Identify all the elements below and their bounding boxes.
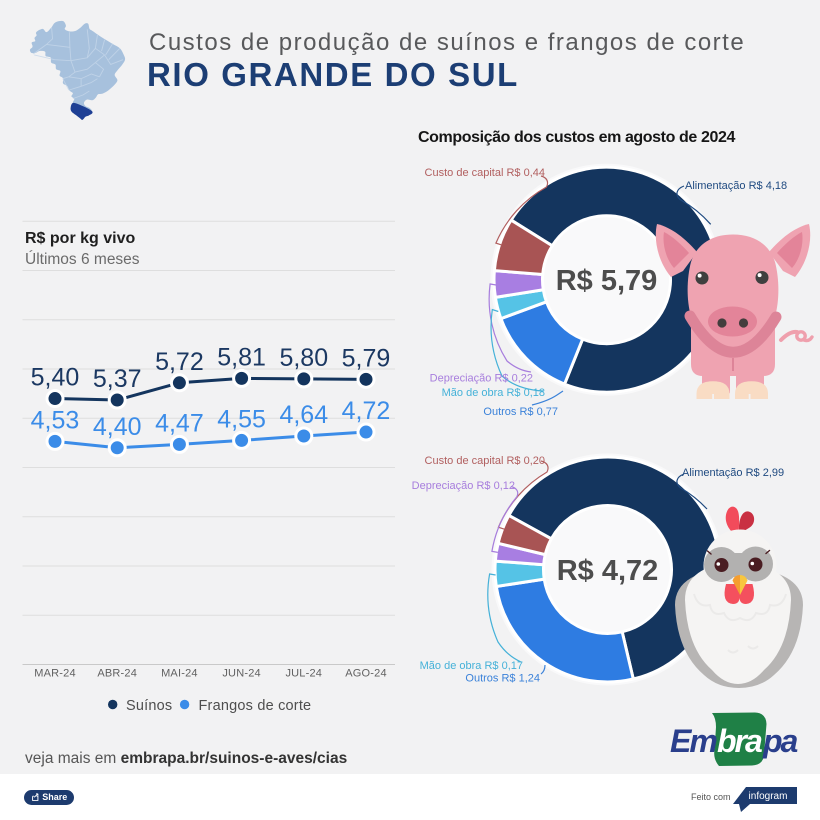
- svg-text:R$ 4,72: R$ 4,72: [557, 555, 659, 587]
- svg-text:Depreciação R$ 0,22: Depreciação R$ 0,22: [430, 373, 533, 385]
- svg-text:AGO-24: AGO-24: [345, 668, 387, 680]
- svg-text:Alimentação R$ 4,18: Alimentação R$ 4,18: [685, 180, 787, 192]
- svg-text:4,53: 4,53: [31, 406, 80, 434]
- svg-text:4,72: 4,72: [342, 397, 391, 425]
- svg-text:4,64: 4,64: [279, 401, 328, 429]
- svg-text:Custo de capital R$ 0,20: Custo de capital R$ 0,20: [425, 455, 545, 467]
- svg-text:5,79: 5,79: [342, 344, 391, 372]
- svg-text:Últimos 6 meses: Últimos 6 meses: [25, 251, 140, 268]
- svg-text:4,47: 4,47: [155, 409, 204, 437]
- svg-text:5,37: 5,37: [93, 365, 142, 393]
- svg-text:pa: pa: [762, 723, 798, 759]
- svg-text:Depreciação R$ 0,12: Depreciação R$ 0,12: [412, 480, 515, 492]
- svg-text:5,40: 5,40: [31, 364, 80, 392]
- svg-text:ABR-24: ABR-24: [97, 668, 137, 680]
- svg-text:5,72: 5,72: [155, 348, 204, 376]
- svg-text:bra: bra: [717, 723, 762, 759]
- svg-text:Alimentação R$ 2,99: Alimentação R$ 2,99: [682, 467, 784, 479]
- svg-text:JUL-24: JUL-24: [285, 668, 322, 680]
- svg-text:JUN-24: JUN-24: [222, 668, 261, 680]
- svg-text:Mão de obra R$ 0,18: Mão de obra R$ 0,18: [442, 387, 545, 399]
- svg-text:MAI-24: MAI-24: [161, 668, 198, 680]
- svg-text:R$ 5,79: R$ 5,79: [556, 265, 658, 297]
- svg-text:Frangos de corte: Frangos de corte: [199, 698, 312, 714]
- svg-text:Outros R$ 0,77: Outros R$ 0,77: [483, 406, 558, 418]
- svg-text:Suínos: Suínos: [126, 698, 172, 714]
- svg-text:Mão de obra R$ 0,17: Mão de obra R$ 0,17: [420, 660, 523, 672]
- svg-text:Em: Em: [670, 723, 717, 759]
- svg-text:5,80: 5,80: [279, 344, 328, 372]
- svg-text:Outros R$ 1,24: Outros R$ 1,24: [465, 673, 540, 685]
- svg-text:Custo de capital R$ 0,44: Custo de capital R$ 0,44: [425, 167, 545, 179]
- svg-text:5,81: 5,81: [217, 343, 266, 371]
- svg-text:4,40: 4,40: [93, 413, 142, 441]
- svg-text:infogram: infogram: [749, 791, 788, 802]
- svg-text:4,55: 4,55: [217, 405, 266, 433]
- svg-text:MAR-24: MAR-24: [34, 668, 76, 680]
- svg-text:R$ por kg vivo: R$ por kg vivo: [25, 230, 135, 247]
